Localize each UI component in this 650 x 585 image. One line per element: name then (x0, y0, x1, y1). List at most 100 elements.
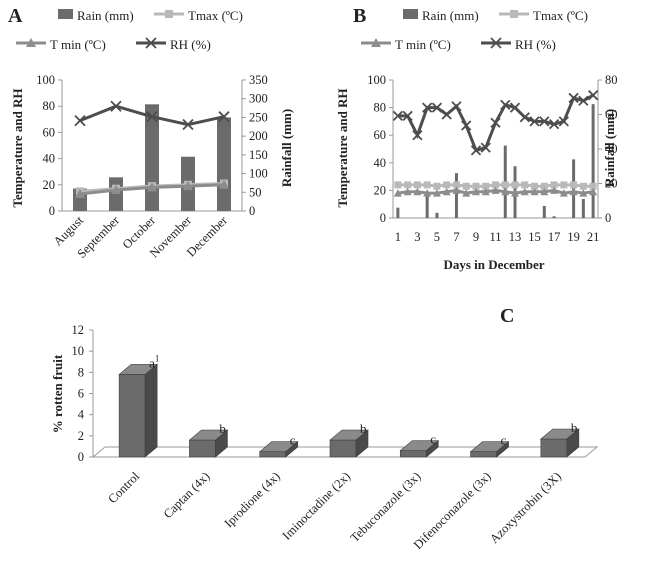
legend-tmax-marker (510, 10, 518, 18)
legend-rain-swatch (403, 9, 418, 19)
chart-b-rh-point (402, 110, 413, 122)
chart-b-tmax-point (394, 181, 402, 189)
chart-c-bar-side (215, 429, 228, 458)
legend-rain-label: Rain (mm) (77, 8, 134, 23)
chart-b-rh-point (451, 101, 462, 112)
chart-a-y2tick-label: 200 (249, 129, 268, 143)
chart-c: 0 2 4 6 8 10 12 a1 Control b Captan (4x) c Iprodione… (72, 323, 599, 552)
chart-b-tmax-point (511, 181, 519, 189)
chart-b-xtick-label: 21 (587, 230, 600, 244)
chart-a-ylabel: Temperature and RH (10, 88, 25, 207)
chart-b-xtick-label: 9 (473, 230, 479, 244)
chart-b-tmin-point (540, 187, 549, 196)
chart-c-bar-side (285, 441, 299, 458)
chart-c-bar-front (540, 438, 568, 458)
chart-b-rh-point (519, 112, 530, 123)
chart-b-xtick-label: 7 (453, 230, 459, 244)
legend-tmin-marker (371, 38, 381, 47)
chart-b-xtick-label: 15 (528, 230, 541, 244)
chart-b-rh-point (578, 95, 589, 106)
chart-b-xtick-label: 5 (434, 230, 440, 244)
chart-b-y2tick-label: 80 (605, 73, 618, 87)
chart-c-ytick-label: 6 (78, 387, 84, 401)
chart-a-tmin-point (219, 179, 229, 189)
chart-a-ytick-label: 80 (43, 99, 56, 113)
chart-a-ytick-label: 60 (43, 125, 56, 139)
chart-a-y2tick-label: 0 (249, 204, 255, 218)
chart-b-tmax-point (492, 181, 499, 189)
chart-c-ylabel: % rotten fruit (50, 354, 65, 433)
chart-b-rh-point (461, 120, 472, 131)
chart-b-rain-bar (454, 173, 458, 218)
chart-b-tmin-point (462, 189, 471, 197)
panel-label-b: B (353, 5, 366, 27)
chart-a-y2label: Rainfall (mm) (279, 109, 294, 187)
legend-tmax-marker (165, 10, 173, 18)
chart-b-tmin-point (579, 189, 588, 197)
chart-b-rh-point (470, 145, 482, 156)
chart-b-ytick-label: 80 (374, 101, 387, 115)
chart-c-sig-label: b (571, 420, 578, 435)
chart-b-rh-point (480, 142, 491, 153)
chart-b-y2tick-label: 0 (605, 211, 611, 225)
chart-b-tmax-point (540, 182, 548, 190)
chart-c-sig-label: c (430, 432, 436, 447)
legend-rh-label: RH (%) (515, 37, 556, 52)
chart-c-xtick-label: Azoxystrobin (3X) (487, 469, 564, 546)
chart-b-tmin-point (413, 187, 422, 196)
chart-b-xtick-label: 13 (509, 230, 522, 244)
chart-a-tmin-point (111, 185, 121, 195)
chart-b-tmin-point (550, 186, 559, 194)
chart-c-xtick-label: Captan (4x) (161, 469, 213, 521)
chart-b-tmax-point (531, 182, 539, 190)
chart-a: 020406080100050100150200250300350AugustS… (36, 73, 268, 261)
chart-b-tmin-point (559, 189, 568, 197)
chart-a-y2tick-label: 50 (249, 185, 262, 199)
chart-a-ytick-label: 0 (49, 204, 55, 218)
legend-rh-marker (145, 37, 157, 49)
chart-b-tmax-point (413, 181, 421, 189)
chart-b-tmax-point (404, 181, 412, 189)
chart-b-tmin-point (589, 187, 598, 196)
chart-b-tmin-point (471, 187, 480, 196)
chart-c-xtick-label: Difenoconazole (3x) (411, 469, 494, 552)
chart-a-rh-point (182, 118, 194, 131)
chart-c-bar-side (144, 363, 158, 458)
chart-b-rain-bar (552, 216, 556, 218)
chart-b-tmax-point (462, 182, 470, 190)
chart-a-ytick-label: 40 (43, 152, 56, 166)
chart-b-y2tick-label: 20 (605, 177, 618, 191)
legend-rain-swatch (58, 9, 73, 19)
chart-b-tmax-point (472, 182, 480, 190)
chart-b-ytick-label: 100 (367, 73, 386, 87)
chart-a-tmin-point (75, 188, 85, 198)
chart-b-rh-point (558, 116, 569, 127)
legend-tmin-marker (26, 38, 36, 47)
chart-b-ytick-label: 20 (374, 183, 387, 197)
chart-c-sig-label: b (219, 421, 226, 436)
chart-b-rh-point (431, 102, 443, 113)
chart-b-rh-point (392, 110, 404, 122)
chart-b-rain-bar (581, 199, 585, 218)
chart-b-y2tick-label: 60 (605, 108, 618, 122)
chart-a-y2tick-label: 100 (249, 167, 268, 181)
chart-b-xlabel: Days in December (443, 257, 544, 272)
chart-c-ytick-label: 10 (72, 344, 85, 358)
chart-a-xtick-label: December (184, 213, 231, 260)
chart-c-bar-front (118, 374, 146, 458)
chart-a-rain-bar (217, 117, 231, 211)
chart-b-rain-bar (425, 193, 429, 218)
legend-tmin-label: T min (ºC) (395, 37, 451, 52)
chart-b-tmax-point (482, 182, 490, 190)
chart-a-tmin-point (147, 182, 157, 192)
chart-c-ytick-label: 2 (78, 429, 84, 443)
chart-b-xtick-label: 1 (395, 230, 401, 244)
chart-b-tmax-point (579, 182, 587, 190)
chart-b-ytick-label: 0 (380, 211, 386, 225)
chart-b-rh-point (548, 119, 560, 130)
chart-b-xtick-label: 11 (489, 230, 501, 244)
chart-a-y2tick-label: 350 (249, 73, 268, 87)
chart-b-tmin-point (511, 189, 520, 197)
chart-b-tmin-point (423, 189, 432, 197)
